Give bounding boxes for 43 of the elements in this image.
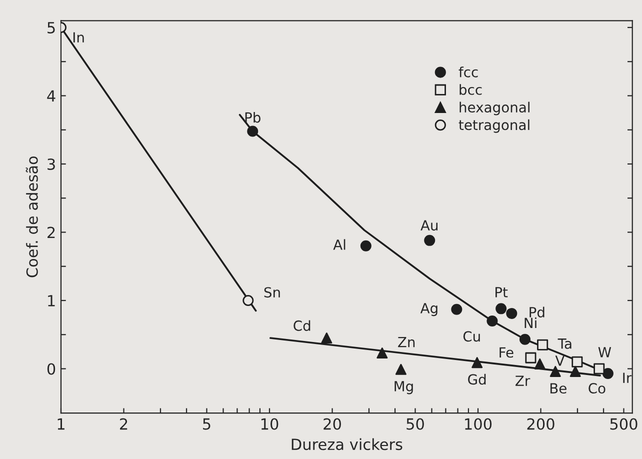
annotation: Co <box>588 383 606 394</box>
x-tick-label: 20 <box>324 418 341 430</box>
annotation: Sn <box>264 287 280 298</box>
annotation: Ta <box>558 338 572 349</box>
y-tick-label: 4 <box>47 90 56 102</box>
y-tick-label: 2 <box>48 226 55 238</box>
annotation: Zr <box>516 376 530 386</box>
annotation: Fe <box>500 347 514 358</box>
annotation: Cu <box>463 331 480 342</box>
legend-label: hexagonal <box>460 102 530 116</box>
y-tick-label: 1 <box>48 295 55 306</box>
x-tick-label: 50 <box>406 418 424 430</box>
annotation: W <box>598 347 612 358</box>
annotation: Al <box>333 239 346 250</box>
x-tick-label: 5 <box>203 418 210 430</box>
legend-label: bcc <box>460 84 482 95</box>
x-axis-title: Dureza vickers <box>292 438 402 450</box>
y-tick-label: 0 <box>47 363 56 375</box>
annotation: Be <box>550 383 566 394</box>
x-tick-label: 2 <box>120 418 128 430</box>
annotation: Ir <box>623 372 632 383</box>
annotation: Pd <box>530 306 544 318</box>
annotation: Ni <box>524 317 536 328</box>
x-tick-label: 10 <box>261 418 278 430</box>
annotation: V <box>555 356 565 366</box>
annotation: Gd <box>468 374 486 385</box>
x-tick-label: 1 <box>58 418 64 430</box>
y-tick-label: 5 <box>48 22 55 34</box>
y-tick-label: 3 <box>48 158 55 170</box>
legend-label: tetragonal <box>458 119 530 133</box>
annotation: Pb <box>245 112 260 123</box>
annotation: Au <box>420 220 438 231</box>
annotation: Cd <box>294 320 310 331</box>
x-tick-label: 500 <box>610 418 638 430</box>
annotation: Pt <box>496 287 508 298</box>
annotation: Ag <box>420 303 438 316</box>
x-tick-label: 200 <box>527 418 554 430</box>
x-tick-label: 100 <box>465 418 492 430</box>
y-axis-title: Coef. de adesão <box>26 156 38 278</box>
annotation: Zn <box>398 337 415 348</box>
annotation: In <box>73 32 84 42</box>
annotation: Mg <box>394 381 413 394</box>
legend-label: fcc <box>458 66 478 78</box>
